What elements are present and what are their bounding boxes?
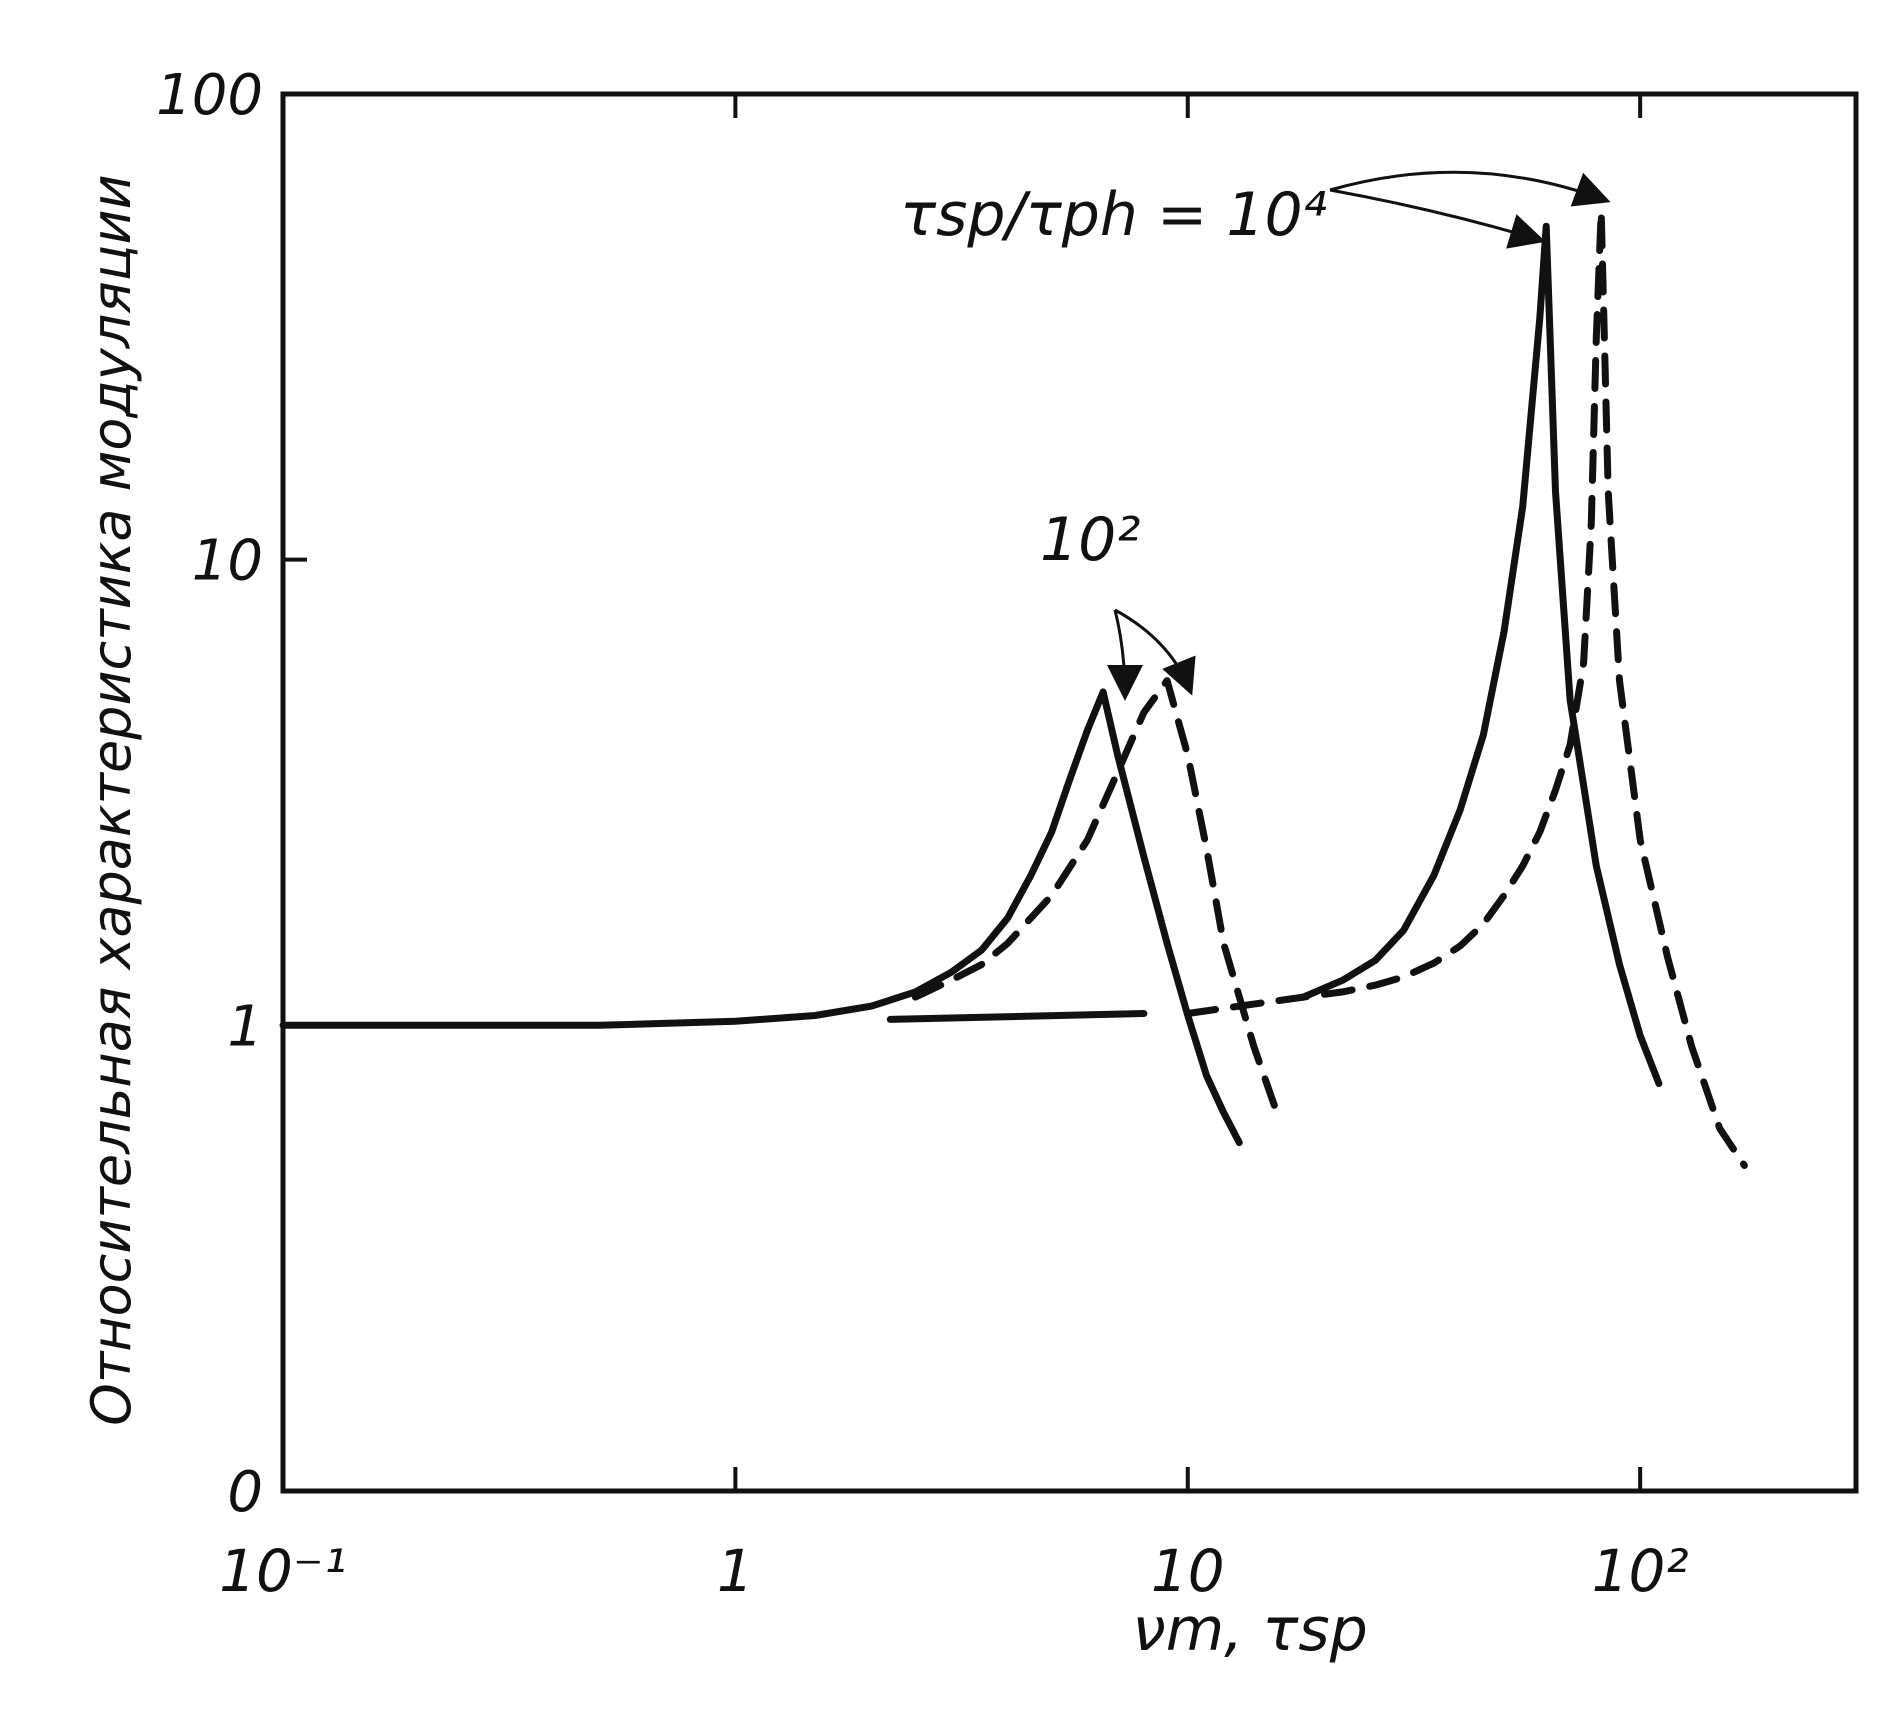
arrow-1e4-solid — [1329, 188, 1546, 249]
annotation-ratio-1e2: 10² — [1040, 505, 1140, 575]
series-4-dashed-line — [1184, 207, 1748, 1169]
x-tick-label-3: 10² — [1592, 1537, 1689, 1605]
curves — [279, 207, 1748, 1169]
annotation-ratio-1e4: τsp/τph = 10⁴ — [900, 180, 1327, 250]
y-tick-label-3: 0 — [227, 1460, 263, 1525]
y-tick-label-0: 100 — [156, 63, 263, 128]
plot-frame — [280, 91, 1859, 1494]
series-0-solid-line — [279, 688, 1243, 1147]
y-tick-label-2: 1 — [227, 994, 263, 1059]
x-tick-label-0: 10⁻¹ — [219, 1537, 347, 1605]
y-axis-label: Относительная характеристика модуляции — [80, 174, 143, 1425]
arrow-1e2-solid — [1106, 609, 1143, 701]
series-2-solid-line — [886, 1010, 1148, 1023]
tick-marks — [281, 92, 1643, 1493]
arrow-1e4-dashed — [1329, 170, 1611, 207]
arrow-1e2-dashed — [1114, 608, 1196, 696]
series-1-dashed-line — [911, 677, 1284, 1126]
x-axis-label: νm, τsp — [1132, 1595, 1368, 1665]
series-3-solid-line — [1299, 222, 1663, 1087]
x-tick-label-2: 10 — [1151, 1537, 1225, 1605]
x-tick-label-1: 1 — [717, 1537, 754, 1605]
y-tick-label-1: 10 — [192, 529, 263, 594]
